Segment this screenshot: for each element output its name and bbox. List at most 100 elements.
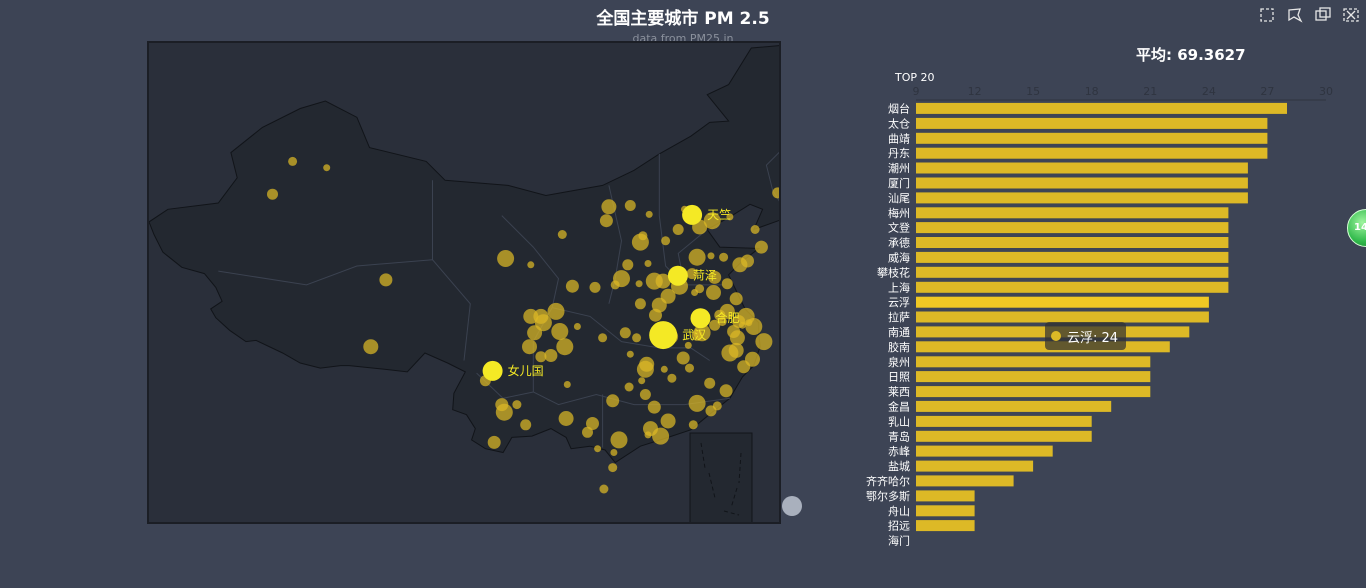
city-point[interactable] [660,413,676,429]
city-point[interactable] [719,252,729,262]
city-point[interactable] [661,236,671,246]
city-point[interactable] [267,188,278,200]
city-point[interactable] [594,445,602,453]
city-point[interactable] [729,292,743,306]
city-point[interactable] [638,231,648,241]
top20-bar-chart[interactable]: 9 12 15 18 21 24 27 30 烟台太仓曲靖丹东潮州厦门汕尾梅州文登承德威海攀枝花… [840,78,1340,558]
map-canvas[interactable]: 大庆天竺菏泽合肥武汉女儿国 [149,43,779,522]
zoom-box-icon[interactable] [1258,6,1276,24]
city-point[interactable] [626,350,634,358]
bar[interactable] [916,356,1151,368]
china-landmass[interactable] [149,45,779,464]
city-point[interactable] [599,484,609,494]
city-point[interactable] [544,349,558,362]
city-point[interactable] [323,164,331,172]
bar[interactable] [916,490,975,502]
city-point[interactable] [363,339,379,355]
bar[interactable] [916,445,1053,457]
bar[interactable] [916,520,975,532]
bar[interactable] [916,147,1268,159]
bar[interactable] [916,132,1268,144]
bar[interactable] [916,430,1092,442]
bar[interactable] [916,415,1092,427]
city-point[interactable] [721,344,739,362]
city-point[interactable] [288,156,298,166]
city-point[interactable] [522,339,537,355]
bar[interactable] [916,177,1248,189]
city-point[interactable] [638,377,646,385]
city-point[interactable] [647,400,661,414]
city-point[interactable] [686,268,698,280]
city-point[interactable] [688,420,698,430]
city-point[interactable] [601,199,617,215]
city-point[interactable] [547,302,565,320]
bar[interactable] [916,400,1112,412]
city-point[interactable] [695,284,705,294]
city-point[interactable] [563,381,571,388]
city-point[interactable] [606,394,620,408]
city-point[interactable] [512,400,522,410]
city-point[interactable] [619,327,631,339]
city-point[interactable] [520,419,532,431]
bar[interactable] [916,222,1229,234]
bar[interactable] [916,192,1248,204]
china-map[interactable]: 大庆天竺菏泽合肥武汉女儿国 [147,41,781,524]
lasso-select-icon[interactable] [1286,6,1304,24]
city-point[interactable] [610,449,618,456]
city-point[interactable] [624,382,634,392]
city-point[interactable] [741,254,754,268]
city-point[interactable] [565,279,579,293]
bar[interactable] [916,102,1287,114]
city-point[interactable] [708,270,722,284]
bar[interactable] [916,296,1209,308]
city-point[interactable] [745,319,753,327]
city-point[interactable] [635,280,643,288]
city-point[interactable] [551,323,569,340]
bar[interactable] [916,460,1034,472]
city-point[interactable] [613,270,630,288]
city-point[interactable] [624,200,636,211]
bar[interactable] [916,162,1248,174]
city-point[interactable] [704,377,716,389]
city-point[interactable] [721,278,733,290]
city-point[interactable] [634,298,646,310]
city-point[interactable] [639,389,651,400]
highlight-city-point[interactable] [682,204,703,225]
city-point[interactable] [726,213,734,221]
city-point[interactable] [727,325,741,338]
city-point[interactable] [586,417,599,430]
city-point[interactable] [750,225,760,234]
city-point[interactable] [672,224,684,235]
city-point[interactable] [719,384,733,398]
highlight-city-point[interactable] [690,308,711,329]
city-point[interactable] [598,333,608,343]
city-point[interactable] [632,333,642,343]
city-point[interactable] [556,338,574,356]
city-point[interactable] [533,308,549,324]
bar[interactable] [916,251,1229,263]
city-point[interactable] [652,427,670,445]
city-point[interactable] [707,252,715,260]
city-point[interactable] [688,248,706,266]
city-point[interactable] [709,319,721,331]
city-point[interactable] [651,297,667,313]
city-point[interactable] [622,259,634,271]
city-point[interactable] [660,365,668,373]
highlight-city-point[interactable] [482,360,503,381]
highlight-city-point[interactable] [649,321,678,350]
city-point[interactable] [527,261,535,269]
city-point[interactable] [645,272,663,290]
city-point[interactable] [667,373,677,383]
city-point[interactable] [379,273,393,287]
city-point[interactable] [706,285,721,300]
bar[interactable] [916,505,975,517]
bar[interactable] [916,386,1151,398]
clear-select-icon[interactable] [1342,6,1360,24]
city-point[interactable] [495,398,509,412]
city-point[interactable] [497,250,515,267]
city-point[interactable] [644,431,652,439]
city-point[interactable] [719,303,735,319]
bar[interactable] [916,266,1229,278]
city-point[interactable] [688,394,706,412]
city-point[interactable] [645,210,653,218]
